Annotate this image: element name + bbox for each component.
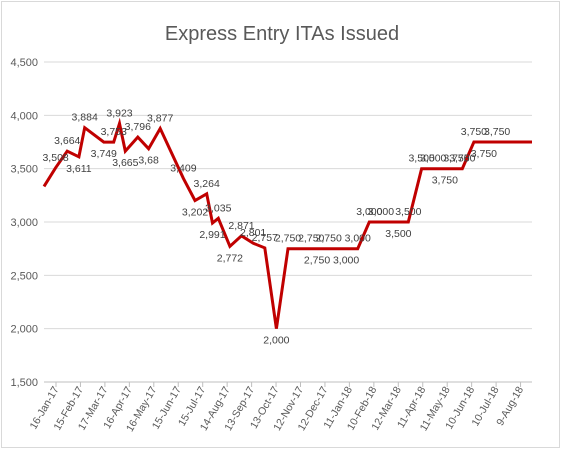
data-label: 3,796 [125,121,151,133]
data-label: 3,500 [408,153,434,165]
data-label: 2,750 [316,233,342,245]
data-label: 2,991 [199,229,225,241]
data-label: 3,750 [443,153,469,165]
data-label: 3,202 [182,206,208,218]
data-label: 3,035 [205,202,231,214]
data-label: 2,750 [304,255,330,267]
data-label: 2,772 [217,252,243,264]
data-label: 3,68 [138,155,159,167]
y-tick-label: 1,500 [10,377,38,389]
data-label: 3,884 [72,112,98,124]
y-tick-label: 4,500 [10,57,38,69]
gridlines [44,61,532,383]
data-label: 3,500 [385,228,411,240]
series-group [42,117,532,329]
x-axis: 16-Jan-1715-Feb-1717-Mar-1716-Apr-1716-M… [28,381,532,434]
data-label: 3,000 [368,206,394,218]
data-labels: 3,508 3,664 3,611 3,884 3,749 3,753 3,923 3,665… [42,108,510,347]
data-label: 3,611 [66,163,92,175]
y-tick-label: 3,000 [10,217,38,229]
data-label: 2,801 [240,227,266,239]
line-chart: Express Entry ITAs Issued 1,500 2,000 2,50… [10,23,532,434]
data-label: 3,750 [471,148,497,160]
y-tick-label: 2,500 [10,270,38,282]
data-label: 2,871 [228,220,254,232]
data-label: 3,750 [432,175,458,187]
y-tick-label: 2,000 [10,324,38,336]
data-label: 2,757 [252,232,278,244]
data-label: 3,750 [449,153,475,165]
y-tick-label: 4,000 [10,110,38,122]
data-label: 2,750 [275,233,301,245]
data-label: 3,508 [42,152,68,164]
data-label: 3,500 [420,153,446,165]
data-label: 3,664 [54,135,80,147]
chart-title: Express Entry ITAs Issued [165,23,399,45]
data-label: 3,753 [101,126,127,138]
data-label: 3,500 [395,206,421,218]
data-label: 3,750 [484,126,510,138]
data-label: 3,923 [106,108,132,120]
series-line [42,117,532,329]
data-label: 3,000 [356,206,382,218]
data-label: 3,877 [147,112,173,124]
data-label: 3,000 [345,233,371,245]
data-label: 2,000 [263,335,289,347]
data-label: 3,409 [170,162,196,174]
data-label: 3,264 [194,178,220,190]
y-axis-ticks: 1,500 2,000 2,500 3,000 3,500 4,000 4,500 [10,57,38,389]
data-label: 3,750 [461,126,487,138]
data-label: 2,750 [298,233,324,245]
y-tick-label: 3,500 [10,164,38,176]
data-label: 3,000 [333,255,359,267]
data-label: 3,749 [91,148,117,160]
data-label: 3,665 [112,157,138,169]
